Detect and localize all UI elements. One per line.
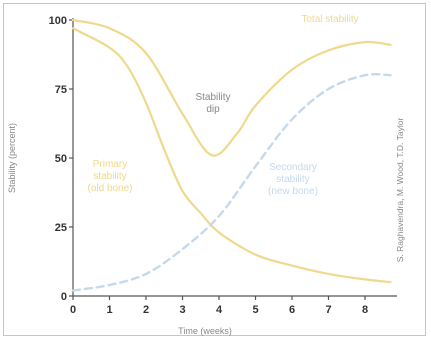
y-tick-label: 100: [49, 15, 67, 27]
annotation-secondary-stability: Secondary stability (new bone): [268, 162, 318, 197]
x-tick-label: 0: [70, 304, 76, 316]
y-tick-label: 75: [55, 84, 67, 96]
annotation-primary-stability: Primary stability (old bone): [87, 159, 132, 194]
y-tick-label: 0: [61, 291, 67, 303]
annotation-line: (new bone): [268, 186, 318, 197]
annotation-line: Stability: [195, 92, 230, 103]
axes: 0 25 50 75 100 0 1 2 3 4 5 6 7 8: [49, 15, 397, 316]
x-tick-label: 1: [106, 304, 112, 316]
annotation-line: Secondary: [269, 162, 317, 173]
annotation-line: (old bone): [87, 183, 132, 194]
y-tick-label: 50: [55, 153, 67, 165]
x-tick-label: 3: [179, 304, 185, 316]
series-layer: [71, 18, 392, 292]
total-stability-line: [71, 18, 392, 157]
annotation-line: dip: [206, 104, 220, 115]
annotation-line: stability: [276, 174, 309, 185]
x-tick-label: 8: [362, 304, 368, 316]
y-axis-label: Stability (percent): [7, 123, 17, 193]
annotation-line: stability: [93, 171, 126, 182]
x-tick-label: 5: [252, 304, 258, 316]
annotation-total-stability: Total stability: [301, 14, 358, 25]
credit-text: S. Raghavendra, M. Wood, T.D. Taylor: [395, 118, 405, 263]
x-tick-label: 2: [143, 304, 149, 316]
x-axis-label: Time (weeks): [178, 326, 232, 336]
x-tick-label: 4: [216, 304, 223, 316]
annotation-line: Total stability: [301, 14, 358, 25]
annotation-line: Primary: [93, 159, 127, 170]
secondary-stability-line: [71, 72, 392, 292]
primary-stability-line: [71, 27, 392, 284]
chart-frame: [3, 3, 426, 336]
annotation-stability-dip: Stability dip: [195, 92, 230, 115]
x-tick-label: 6: [289, 304, 295, 316]
y-tick-label: 25: [55, 222, 67, 234]
x-tick-label: 7: [325, 304, 331, 316]
